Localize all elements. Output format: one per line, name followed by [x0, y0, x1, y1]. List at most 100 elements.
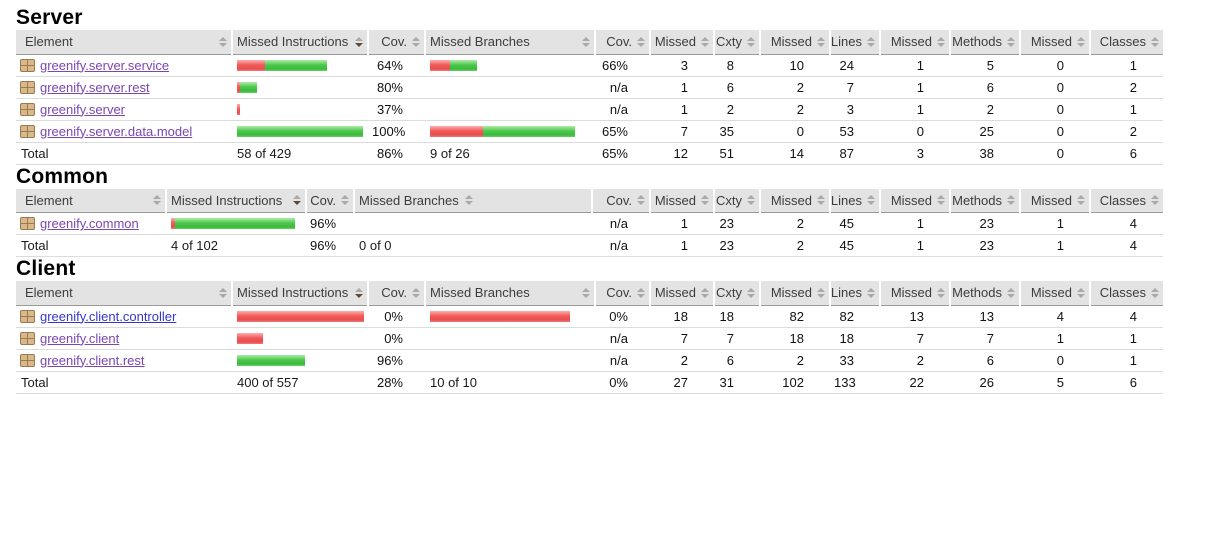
column-header-instruction-cov[interactable]: Cov. — [367, 30, 425, 55]
column-header-missed-cxty[interactable]: Missed — [649, 30, 714, 55]
instruction-cov-cell: 37% — [368, 98, 425, 121]
server-coverage-table: Element Missed Instructions Cov. Missed … — [16, 30, 1163, 165]
missed-classes-cell: 1 — [1020, 234, 1090, 257]
column-header-missed-cxty[interactable]: Missed — [649, 281, 714, 306]
column-header-lines[interactable]: Lines — [829, 188, 880, 213]
branch-coverage-bar — [359, 218, 588, 229]
column-header-instruction-cov[interactable]: Cov. — [367, 281, 425, 306]
column-header-missed-instructions[interactable]: Missed Instructions — [231, 30, 368, 55]
column-header-branch-cov[interactable]: Cov. — [591, 188, 650, 213]
missed-lines-cell: 2 — [760, 234, 830, 257]
cxty-cell: 18 — [714, 305, 760, 328]
missed-bar-segment — [171, 218, 175, 229]
column-header-lines[interactable]: Lines — [829, 281, 880, 306]
column-header-missed-cxty[interactable]: Missed — [649, 188, 714, 213]
section-title-common: Common — [16, 164, 109, 188]
missed-classes-cell: 1 — [1020, 327, 1090, 350]
column-header-missed-lines[interactable]: Missed — [759, 281, 830, 306]
total-branches-cell: 10 of 10 — [425, 371, 595, 394]
sort-icon — [582, 287, 590, 298]
column-header-cxty[interactable]: Cxty — [713, 188, 760, 213]
sort-icon — [1007, 195, 1015, 206]
column-header-classes[interactable]: Classes — [1089, 188, 1163, 213]
classes-cell: 1 — [1090, 327, 1163, 350]
column-header-missed-branches[interactable]: Missed Branches — [424, 281, 595, 306]
column-header-branch-cov[interactable]: Cov. — [594, 30, 650, 55]
column-header-classes[interactable]: Classes — [1089, 30, 1163, 55]
covered-bar-segment — [237, 354, 305, 366]
column-label: Missed — [654, 34, 696, 50]
sort-icon — [219, 287, 227, 298]
cxty-cell: 35 — [714, 120, 760, 143]
cxty-cell: 6 — [714, 349, 760, 372]
total-row: Total 4 of 102 96% 0 of 0 n/a 1 23 2 45 … — [16, 234, 1163, 257]
package-link[interactable]: greenify.client.rest — [20, 353, 228, 368]
column-header-element[interactable]: Element — [16, 281, 232, 306]
column-header-methods[interactable]: Methods — [949, 188, 1020, 213]
column-header-element[interactable]: Element — [16, 188, 166, 213]
missed-lines-cell: 2 — [760, 349, 830, 372]
package-link[interactable]: greenify.server.rest — [20, 80, 228, 95]
methods-cell: 13 — [950, 305, 1020, 328]
missed-methods-cell: 1 — [880, 76, 950, 99]
column-label: Missed — [890, 34, 932, 50]
column-label: Cxty — [716, 285, 742, 301]
instruction-cov-cell: 96% — [306, 234, 354, 257]
package-link[interactable]: greenify.common — [20, 216, 162, 231]
column-label: Missed Instructions — [171, 192, 283, 208]
column-header-classes[interactable]: Classes — [1089, 281, 1163, 306]
column-label: Element — [25, 192, 73, 208]
lines-cell: 3 — [830, 98, 880, 121]
column-header-missed-methods[interactable]: Missed — [879, 188, 950, 213]
package-icon — [20, 102, 35, 116]
column-header-missed-lines[interactable]: Missed — [759, 188, 830, 213]
package-link[interactable]: greenify.client.controller — [20, 309, 228, 324]
methods-cell: 25 — [950, 120, 1020, 143]
table-row: greenify.client.controller 0% 0% 18 18 8… — [16, 305, 1163, 328]
column-label: Methods — [952, 192, 1002, 208]
column-label: Missed — [770, 192, 812, 208]
package-link[interactable]: greenify.server.data.model — [20, 124, 228, 139]
column-header-missed-methods[interactable]: Missed — [879, 281, 950, 306]
missed-methods-cell: 0 — [880, 120, 950, 143]
column-header-missed-branches[interactable]: Missed Branches — [353, 188, 592, 213]
missed-classes-cell: 0 — [1020, 54, 1090, 77]
column-header-element[interactable]: Element — [16, 30, 232, 55]
column-header-instruction-cov[interactable]: Cov. — [305, 188, 354, 213]
column-header-methods[interactable]: Methods — [949, 30, 1020, 55]
column-header-cxty[interactable]: Cxty — [713, 30, 760, 55]
column-header-missed-methods[interactable]: Missed — [879, 30, 950, 55]
column-header-branch-cov[interactable]: Cov. — [594, 281, 650, 306]
missed-classes-cell: 0 — [1020, 349, 1090, 372]
covered-bar-segment — [237, 125, 363, 137]
sort-icon — [637, 36, 645, 47]
package-icon — [20, 124, 35, 138]
column-header-cxty[interactable]: Cxty — [713, 281, 760, 306]
classes-cell: 4 — [1090, 212, 1163, 235]
missed-lines-cell: 14 — [760, 142, 830, 165]
lines-cell: 45 — [830, 234, 880, 257]
column-label: Element — [25, 285, 73, 301]
branch-cov-cell: 0% — [595, 371, 650, 394]
column-header-missed-branches[interactable]: Missed Branches — [424, 30, 595, 55]
column-label: Lines — [830, 34, 862, 50]
column-header-missed-instructions[interactable]: Missed Instructions — [231, 281, 368, 306]
sort-icon — [747, 287, 755, 298]
column-header-missed-instructions[interactable]: Missed Instructions — [165, 188, 306, 213]
column-header-missed-lines[interactable]: Missed — [759, 30, 830, 55]
column-header-missed-classes[interactable]: Missed — [1019, 188, 1090, 213]
package-link[interactable]: greenify.server — [20, 102, 228, 117]
total-instructions-cell: 400 of 557 — [232, 371, 368, 394]
instruction-coverage-bar — [237, 332, 364, 344]
column-header-missed-classes[interactable]: Missed — [1019, 281, 1090, 306]
package-link[interactable]: greenify.server.service — [20, 58, 228, 73]
package-link[interactable]: greenify.client — [20, 331, 228, 346]
package-name: greenify.server.service — [40, 57, 170, 73]
column-header-missed-classes[interactable]: Missed — [1019, 30, 1090, 55]
methods-cell: 23 — [950, 234, 1020, 257]
column-header-lines[interactable]: Lines — [829, 30, 880, 55]
column-label: Missed Instructions — [237, 285, 349, 301]
column-header-methods[interactable]: Methods — [949, 281, 1020, 306]
sort-icon — [637, 287, 645, 298]
lines-cell: 133 — [830, 371, 880, 394]
